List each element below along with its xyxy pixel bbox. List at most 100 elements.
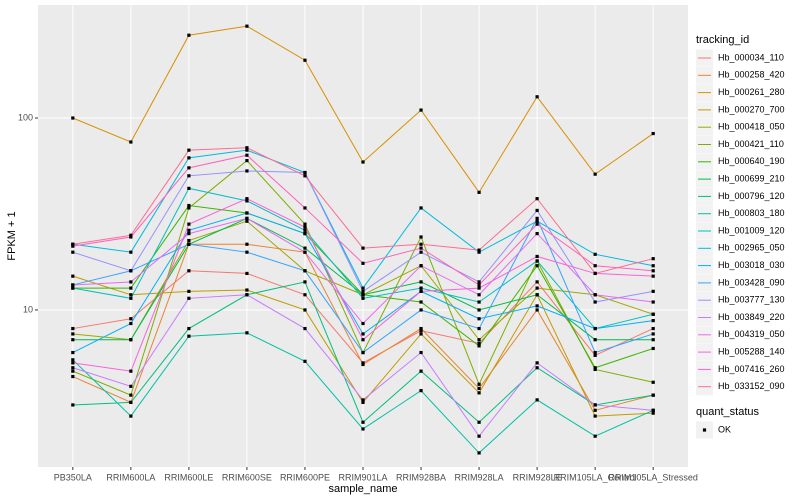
data-point [187, 269, 191, 273]
data-point [651, 312, 655, 316]
data-point [187, 289, 191, 293]
data-point [303, 231, 307, 236]
data-point [71, 244, 75, 248]
legend-label: Hb_000261_280 [718, 87, 785, 97]
data-point [535, 219, 539, 223]
legend-title: tracking_id [696, 34, 749, 46]
data-point [187, 228, 191, 232]
data-point [71, 283, 75, 287]
data-point [129, 317, 133, 321]
data-point [593, 252, 597, 256]
data-point [129, 369, 133, 373]
data-point [477, 248, 481, 252]
data-point [535, 293, 539, 297]
data-point [303, 228, 307, 232]
data-point [245, 159, 249, 163]
data-point [419, 326, 423, 331]
data-point [477, 286, 481, 290]
shape-legend-title: quant_status [696, 406, 759, 418]
data-point [651, 269, 655, 273]
data-point [71, 358, 75, 362]
data-point [129, 414, 133, 418]
data-point [419, 289, 423, 293]
legend-label: Hb_004319_050 [718, 329, 785, 339]
data-point [535, 222, 539, 226]
data-point [129, 280, 133, 284]
data-point [187, 156, 191, 160]
legend-label: Hb_000418_050 [718, 122, 785, 132]
legend-label: Hb_000270_700 [718, 104, 785, 114]
data-point [477, 386, 481, 391]
data-point [419, 350, 423, 355]
data-point [477, 326, 481, 331]
data-point [651, 326, 655, 331]
x-tick-label: RRIM928LA [455, 472, 504, 482]
legend-label: Hb_002965_050 [718, 243, 785, 253]
data-point [245, 250, 249, 254]
legend-label: Hb_003428_090 [718, 277, 785, 287]
data-point [477, 338, 481, 342]
x-tick-label: RRIM928LE [513, 472, 562, 482]
data-point [71, 326, 75, 331]
data-point [419, 250, 423, 254]
data-point [651, 380, 655, 384]
data-point [535, 197, 539, 201]
data-point [477, 300, 481, 304]
x-tick-label: PB350LA [54, 472, 92, 482]
data-point [651, 411, 655, 415]
legend-label: Hb_003849_220 [718, 312, 785, 322]
data-point [245, 197, 249, 201]
data-point [361, 338, 365, 342]
data-point [129, 269, 133, 273]
data-point [535, 286, 539, 290]
data-point [593, 408, 597, 412]
data-point [651, 274, 655, 278]
data-point [535, 361, 539, 365]
data-point [477, 317, 481, 321]
y-tick-label: 10 [23, 304, 33, 314]
data-point [477, 190, 481, 194]
data-point [593, 172, 597, 176]
data-point [535, 280, 539, 284]
data-point [71, 116, 75, 120]
data-point [593, 293, 597, 297]
data-point [419, 242, 423, 246]
data-point [419, 389, 423, 393]
data-point [245, 169, 249, 173]
legend-label: Hb_003777_130 [718, 295, 785, 305]
data-point [535, 366, 539, 370]
data-point [187, 222, 191, 226]
data-point [593, 353, 597, 357]
data-point [477, 308, 481, 312]
data-point [129, 233, 133, 237]
x-tick-label: RRIM901LA [338, 472, 387, 482]
data-point [71, 332, 75, 336]
data-point [651, 393, 655, 397]
data-point [419, 280, 423, 284]
data-point [303, 225, 307, 229]
data-point [419, 329, 423, 333]
data-point [129, 235, 133, 239]
data-point [245, 331, 249, 335]
data-point [245, 271, 249, 276]
data-point [129, 293, 133, 297]
data-point [361, 350, 365, 355]
data-point [535, 208, 539, 213]
data-point [651, 131, 655, 136]
data-point [535, 259, 539, 263]
data-point [361, 293, 365, 297]
data-point [535, 231, 539, 236]
data-point [477, 420, 481, 424]
data-point [361, 427, 365, 431]
data-point [361, 289, 365, 293]
data-point [129, 321, 133, 326]
data-point [361, 420, 365, 424]
data-point [303, 246, 307, 250]
data-point [419, 369, 423, 373]
data-point [593, 264, 597, 268]
data-point [129, 400, 133, 404]
legend-label: Hb_000421_110 [718, 139, 784, 149]
data-point [593, 326, 597, 331]
data-point [419, 308, 423, 312]
data-point [303, 280, 307, 284]
